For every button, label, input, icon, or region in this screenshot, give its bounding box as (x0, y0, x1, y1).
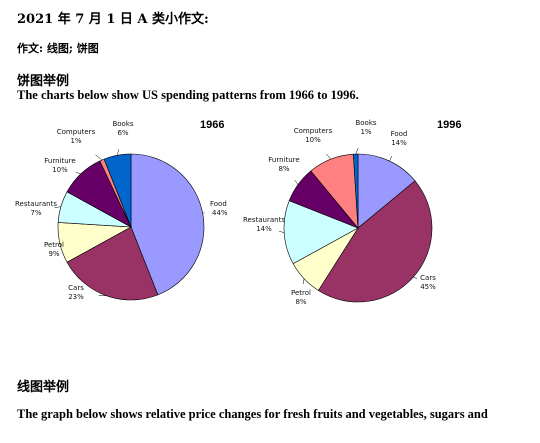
pie-label-cars: Cars (420, 274, 436, 282)
pie-value-books: 6% (117, 129, 128, 137)
pie-leader-line (303, 278, 305, 285)
pie-leader-line (326, 153, 331, 160)
pie-slice-restaurants (283, 200, 359, 265)
pie-leader-line (202, 212, 205, 214)
pie-value-furniture: 8% (278, 165, 289, 173)
pie-intro-text: The charts below show US spending patter… (17, 88, 359, 102)
line-section-heading: 线图举例 (17, 380, 70, 395)
pie-slice-food (130, 153, 205, 296)
pie-label-petrol: Petrol (291, 289, 311, 297)
chart-title-1966: 1966 (200, 119, 225, 131)
pie-slice-food (357, 153, 416, 229)
line-intro-text: The graph below shows relative price cha… (17, 407, 488, 421)
pie-label-restaurants: Restaurants (15, 200, 57, 208)
pie-label-computers: Computers (294, 127, 333, 135)
pie-leader-line (413, 276, 418, 280)
pie-label-furniture: Furniture (268, 156, 299, 164)
pie-value-books: 1% (360, 128, 371, 136)
pie-value-food: 14% (391, 139, 407, 147)
pie-leader-line (117, 149, 119, 156)
pie-leader-line (54, 206, 61, 208)
pie-leader-line (95, 154, 103, 161)
pie-leader-line (389, 155, 393, 162)
pie-label-computers: Computers (57, 128, 96, 136)
pie-label-cars: Cars (68, 284, 84, 292)
pie-label-food: Food (391, 130, 408, 138)
pie-leader-line (58, 242, 60, 246)
pie-leader-line (75, 172, 82, 175)
pie-leader-line (279, 230, 285, 233)
pie-label-books: Books (112, 120, 133, 128)
pie-value-restaurants: 14% (256, 225, 272, 233)
pie-value-furniture: 10% (52, 166, 68, 174)
pie-value-cars: 23% (68, 293, 84, 301)
pie-leader-line (355, 147, 359, 155)
document-subtitle: 作文: 线图; 饼图 (17, 42, 99, 55)
pie-value-cars: 45% (420, 283, 436, 291)
pie-label-restaurants: Restaurants (243, 216, 285, 224)
pie-label-furniture: Furniture (44, 157, 75, 165)
pie-value-petrol: 8% (295, 298, 306, 306)
pie-label-petrol: Petrol (44, 241, 64, 249)
pie-section-heading: 饼图举例 (17, 74, 70, 89)
pie-leader-line (294, 179, 299, 185)
pie-value-computers: 1% (70, 137, 81, 145)
pie-value-petrol: 9% (48, 250, 59, 258)
pie-slice-cars (317, 180, 433, 303)
pie-value-restaurants: 7% (30, 209, 41, 217)
pie-label-food: Food (210, 200, 227, 208)
pie-slice-cars (66, 226, 159, 301)
pie-label-books: Books (355, 119, 376, 127)
chart-title-1996: 1996 (437, 119, 462, 131)
document-title: 2021 年 7 月 1 日 A 类小作文: (17, 12, 209, 27)
pie-value-computers: 10% (305, 136, 321, 144)
pie-value-food: 44% (212, 209, 228, 217)
